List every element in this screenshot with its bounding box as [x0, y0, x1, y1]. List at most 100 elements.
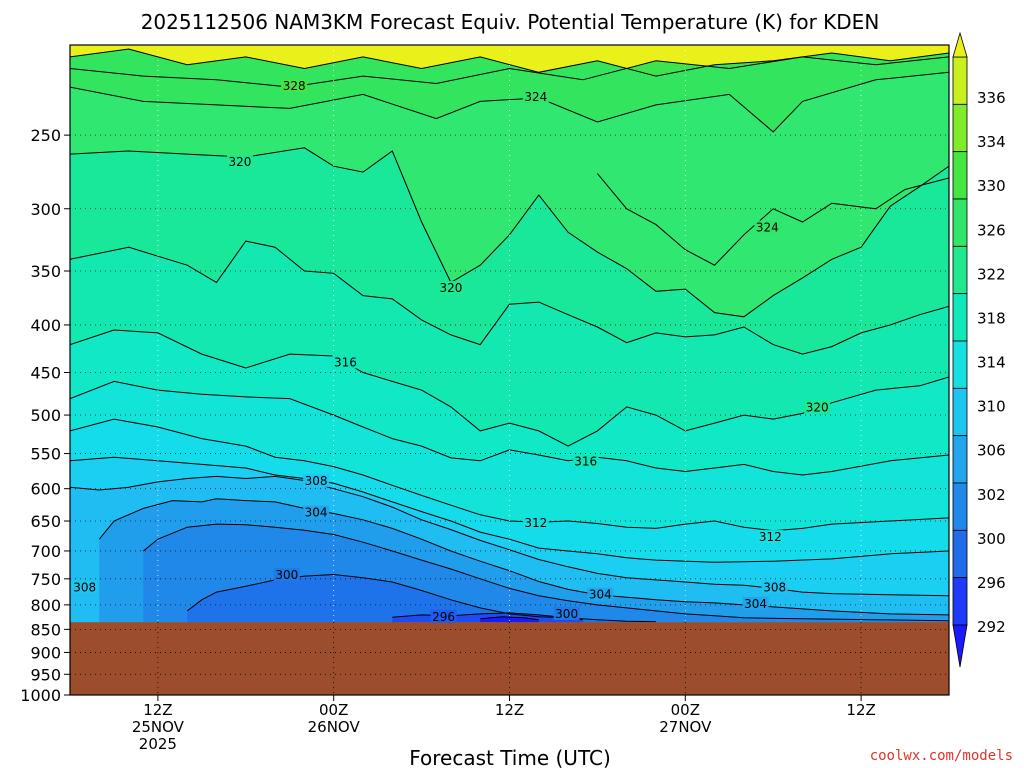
- x-tick-label: 00Z: [319, 701, 348, 719]
- credit-label: coolwx.com/models: [870, 748, 1013, 764]
- contour-line-316: [70, 329, 949, 447]
- x-tick-label: 00Z: [671, 701, 700, 719]
- chart-title: 2025112506 NAM3KM Forecast Equiv. Potent…: [141, 10, 880, 34]
- contour-label-312: 312: [524, 516, 547, 530]
- colorbar-label-334: 334: [977, 133, 1006, 151]
- x-tick-label: 12Z: [846, 701, 875, 719]
- contour-label-320: 320: [228, 155, 251, 169]
- contour-label-bg: [587, 587, 614, 601]
- colorbar-label-322: 322: [977, 265, 1006, 283]
- contour-label-320: 320: [439, 281, 462, 295]
- contour-label-316: 316: [334, 355, 357, 369]
- y-tick-label-950: 950: [30, 665, 61, 684]
- y-tick-label-850: 850: [30, 620, 61, 639]
- colorbar-label-300: 300: [977, 530, 1006, 548]
- colorbar-swatch: [952, 56, 968, 105]
- colorbar-label-314: 314: [977, 354, 1006, 372]
- colorbar-swatch: [952, 293, 968, 342]
- x-tick-label: 12Z: [495, 701, 524, 719]
- y-tick-label-700: 700: [30, 542, 61, 561]
- contour-label-300: 300: [275, 568, 298, 582]
- y-tick-label-450: 450: [30, 364, 61, 383]
- x-tick-label: 25NOV: [132, 718, 185, 736]
- colorbar-label-330: 330: [977, 177, 1006, 195]
- colorbar-swatch: [952, 529, 968, 579]
- y-tick-label-650: 650: [30, 512, 61, 531]
- contour-label-bg: [757, 530, 784, 544]
- y-tick-label-250: 250: [30, 126, 61, 145]
- contour-label-bg: [71, 580, 98, 594]
- colorbar-label-310: 310: [977, 398, 1006, 416]
- contour-label-bg: [522, 89, 549, 103]
- colorbar-label-336: 336: [977, 89, 1006, 107]
- x-tick-label: 27NOV: [659, 718, 712, 736]
- contour-label-bg: [553, 606, 580, 620]
- contour-label-312: 312: [759, 530, 782, 544]
- x-tick-label: 26NOV: [308, 718, 361, 736]
- colorbar-label-318: 318: [977, 309, 1006, 327]
- colorbar-swatch: [952, 103, 968, 153]
- y-tick-label-800: 800: [30, 596, 61, 615]
- contour-label-bg: [226, 155, 253, 169]
- contour-line-320: [70, 147, 949, 318]
- plot-area: 3283243203243203163203163083043123123003…: [20, 31, 1006, 753]
- colorbar-label-296: 296: [977, 574, 1006, 592]
- y-tick-label-1000: 1000: [20, 686, 61, 705]
- contour-line-304: [98, 498, 949, 616]
- y-tick-label-350: 350: [30, 262, 61, 281]
- y-tick-label-600: 600: [30, 480, 61, 499]
- contour-label-bg: [761, 580, 788, 594]
- colorbar-swatch: [952, 245, 968, 295]
- colorbar-swatch: [952, 387, 968, 437]
- y-tick-label-400: 400: [30, 316, 61, 335]
- y-tick-label-500: 500: [30, 406, 61, 425]
- contour-line-314: [70, 380, 949, 476]
- contour-label-bg: [754, 220, 781, 234]
- contour-label-316: 316: [574, 454, 597, 468]
- contour-label-296: 296: [432, 610, 455, 624]
- x-tick-label: 12Z: [143, 701, 172, 719]
- colorbar: 336 334 330 326 322 318 314 310 306 302 300 296 292: [952, 31, 1006, 668]
- colorbar-label-292: 292: [977, 618, 1006, 636]
- contour-label-bg: [303, 473, 330, 487]
- colorbar-bottom-arrow: [952, 624, 968, 668]
- y-tick-label-550: 550: [30, 445, 61, 464]
- contour-label-324: 324: [756, 220, 779, 234]
- contour-label-320: 320: [806, 401, 829, 415]
- contour-label-bg: [522, 516, 549, 530]
- contour-label-bg: [332, 355, 359, 369]
- contour-line-292: [480, 616, 539, 621]
- x-tick-label: 2025: [139, 735, 177, 753]
- contour-field: [70, 45, 949, 623]
- contour-line-310: [70, 456, 949, 563]
- contour-label-bg: [430, 609, 457, 623]
- contour-label-304: 304: [744, 597, 767, 611]
- y-tick-label-300: 300: [30, 200, 61, 219]
- colorbar-swatch: [952, 198, 968, 247]
- contour-label-300: 300: [555, 607, 578, 621]
- contour-label-bg: [572, 454, 599, 468]
- contour-label-304: 304: [305, 505, 328, 519]
- contour-label-308: 308: [73, 580, 96, 594]
- contour-label-328: 328: [283, 79, 306, 93]
- contour-label-bg: [437, 281, 464, 295]
- contour-line-318: [70, 240, 949, 355]
- contour-label-bg: [273, 568, 300, 582]
- fill-band-300: [187, 574, 656, 623]
- colorbar-label-302: 302: [977, 486, 1006, 504]
- contour-label-308: 308: [305, 474, 328, 488]
- colorbar-swatch: [952, 340, 968, 389]
- colorbar-label-326: 326: [977, 221, 1006, 239]
- contour-label-308: 308: [763, 580, 786, 594]
- colorbar-swatch: [952, 577, 968, 626]
- contour-label-bg: [303, 505, 330, 519]
- contour-line-308: [70, 475, 949, 597]
- colorbar-label-306: 306: [977, 442, 1006, 460]
- colorbar-top-arrow: [952, 31, 968, 58]
- contour-label-304: 304: [589, 588, 612, 602]
- contour-label-324: 324: [524, 90, 547, 104]
- y-tick-label-900: 900: [30, 643, 61, 662]
- colorbar-swatch: [952, 151, 968, 200]
- colorbar-swatch: [952, 482, 968, 531]
